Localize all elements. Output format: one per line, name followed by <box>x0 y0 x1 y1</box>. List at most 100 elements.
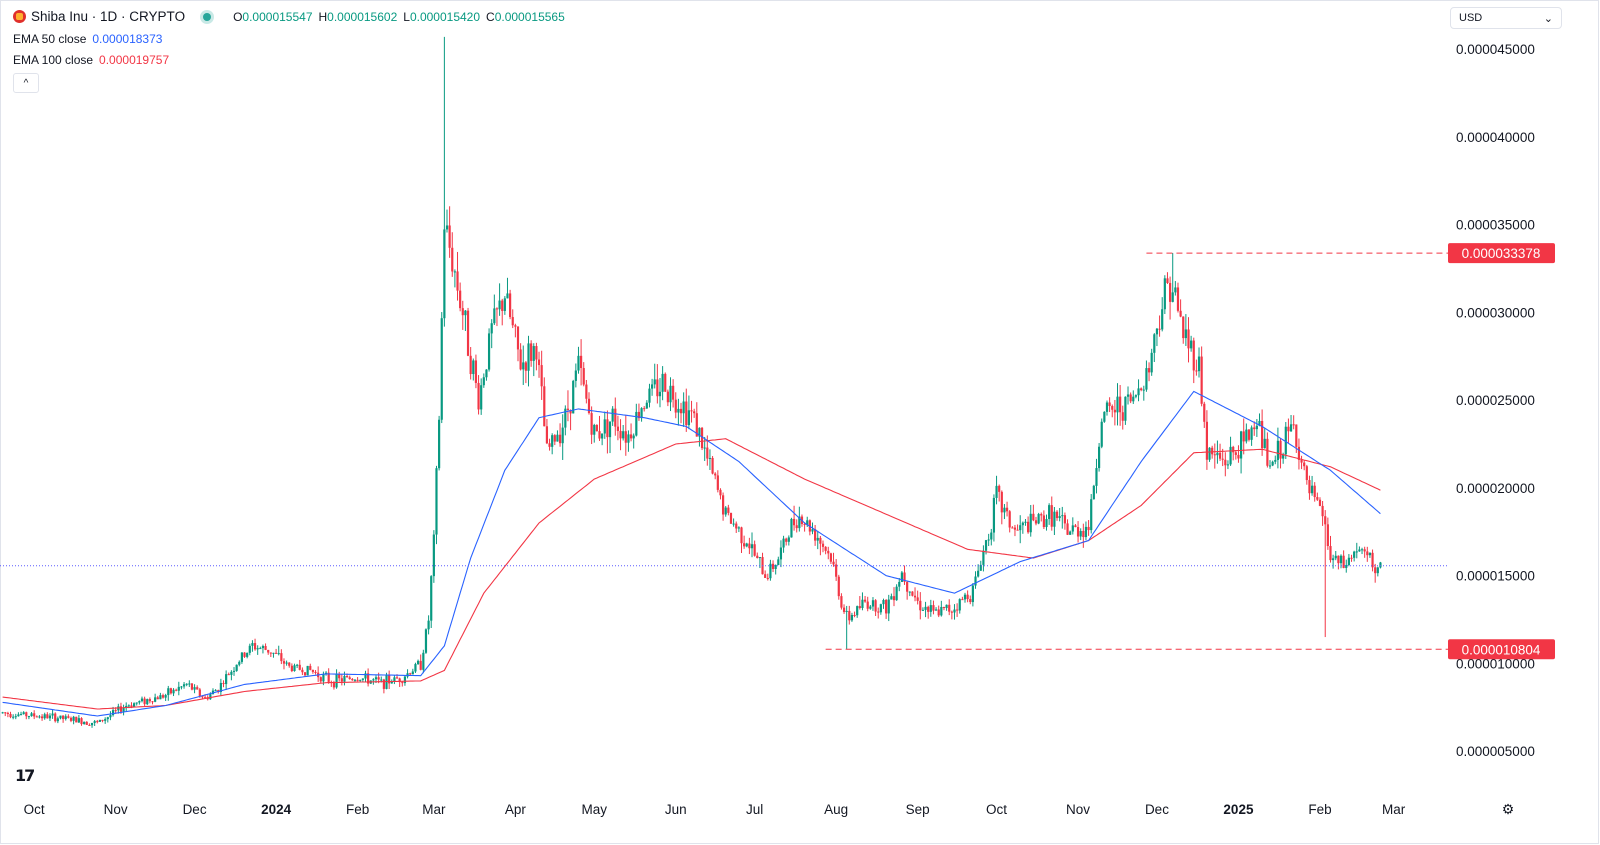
candle-body <box>556 434 559 442</box>
candle-body <box>750 544 754 549</box>
candle-body <box>185 683 188 685</box>
gear-icon[interactable]: ⚙ <box>1501 801 1515 817</box>
candle-body <box>219 682 222 693</box>
candle-body <box>527 343 530 371</box>
candle-body <box>448 225 451 248</box>
currency-select[interactable]: USD ⌄ <box>1450 7 1562 29</box>
candle-body <box>645 402 648 409</box>
candle-body <box>806 520 809 526</box>
candle-body <box>913 595 917 598</box>
candle-body <box>243 652 246 657</box>
candle-body <box>543 386 546 427</box>
candle-body <box>111 710 115 716</box>
candle-body <box>43 714 46 719</box>
y-axis-tick-label: 0.000020000 <box>1456 481 1535 496</box>
candle-body <box>135 702 138 704</box>
candle-body <box>1008 511 1011 528</box>
candle-body <box>443 229 446 319</box>
candle-body <box>288 662 291 666</box>
candle-body <box>601 433 604 439</box>
candle-body <box>1234 452 1237 455</box>
candle-body <box>98 719 102 722</box>
candle-body <box>364 673 367 679</box>
candle-body <box>30 713 33 717</box>
candle-body <box>46 714 49 719</box>
candle-body <box>235 664 238 671</box>
candle-body <box>1113 409 1116 413</box>
candle-body <box>59 715 62 719</box>
candle-body <box>1187 329 1190 349</box>
candle-body <box>1003 507 1006 513</box>
candle-body <box>1061 515 1064 517</box>
ohlc-values: O0.000015547 H0.000015602 L0.000015420 C0.0… <box>233 10 565 24</box>
candle-body <box>498 300 501 310</box>
candle-body <box>1200 356 1203 404</box>
indicator-ema100[interactable]: EMA 100 close 0.000019757 <box>13 53 169 67</box>
candle-body <box>1195 370 1198 372</box>
ohlc-value: 0.000015420 <box>409 9 481 24</box>
candle-body <box>714 473 717 476</box>
candle-body <box>438 419 441 469</box>
candle-body <box>156 697 159 700</box>
candle-body <box>469 355 472 375</box>
candle-body <box>1253 427 1256 430</box>
candle-body <box>622 431 625 439</box>
y-axis-tick-label: 0.000015000 <box>1456 569 1535 584</box>
candle-body <box>719 489 722 496</box>
indicator-ema50[interactable]: EMA 50 close 0.000018373 <box>13 32 162 46</box>
candle-body <box>827 550 830 554</box>
candle-body <box>493 308 496 324</box>
candle-body <box>1079 530 1082 537</box>
candle-body <box>916 597 919 601</box>
candle-body <box>1274 459 1277 462</box>
x-axis-tick-label: Oct <box>24 802 45 817</box>
candle-body <box>640 408 643 419</box>
candle-body <box>267 649 270 653</box>
candle-body <box>1379 562 1382 568</box>
candle-body <box>1027 521 1030 533</box>
candle-body <box>306 665 309 676</box>
candle-body <box>177 686 180 691</box>
candle-body <box>569 409 572 414</box>
price-level-badge <box>1448 639 1555 660</box>
candle-body <box>188 683 191 685</box>
symbol-title[interactable]: Shiba Inu · 1D · CRYPTO <box>31 9 186 24</box>
candle-body <box>264 646 267 650</box>
candle-body <box>1232 446 1235 453</box>
candle-body <box>1042 515 1045 528</box>
candle-body <box>401 682 404 684</box>
collapse-legend-button[interactable]: ^ <box>13 73 39 93</box>
candle-body <box>1063 515 1067 524</box>
candle-body <box>51 713 54 716</box>
candle-body <box>427 620 430 630</box>
candle-body <box>711 457 714 474</box>
x-axis-tick-label: Sep <box>906 802 930 817</box>
candle-body <box>580 355 583 369</box>
candle-body <box>332 683 336 688</box>
candle-body <box>798 516 801 529</box>
candle-body <box>1 712 4 714</box>
candle-body <box>1066 523 1069 535</box>
candle-body <box>64 716 67 719</box>
candle-body <box>1342 555 1345 569</box>
candle-body <box>282 661 286 664</box>
candle-body <box>995 485 998 498</box>
candle-body <box>1242 431 1245 442</box>
candle-body <box>524 362 527 371</box>
candle-body <box>1329 546 1332 561</box>
chevron-up-icon: ^ <box>23 77 29 89</box>
candle-body <box>480 385 483 410</box>
candle-body <box>1034 520 1038 524</box>
candle-body <box>927 606 930 612</box>
candle-body <box>1142 389 1145 391</box>
candle-body <box>1019 525 1022 531</box>
candle-body <box>272 652 275 654</box>
candle-body <box>764 574 767 578</box>
candle-body <box>1184 329 1187 339</box>
x-axis-tick-label: Mar <box>422 802 446 817</box>
candle-body <box>637 411 641 419</box>
ema50-line <box>2 390 1381 717</box>
candle-body <box>240 652 244 662</box>
tradingview-logo-icon[interactable]: 17 <box>15 766 35 785</box>
